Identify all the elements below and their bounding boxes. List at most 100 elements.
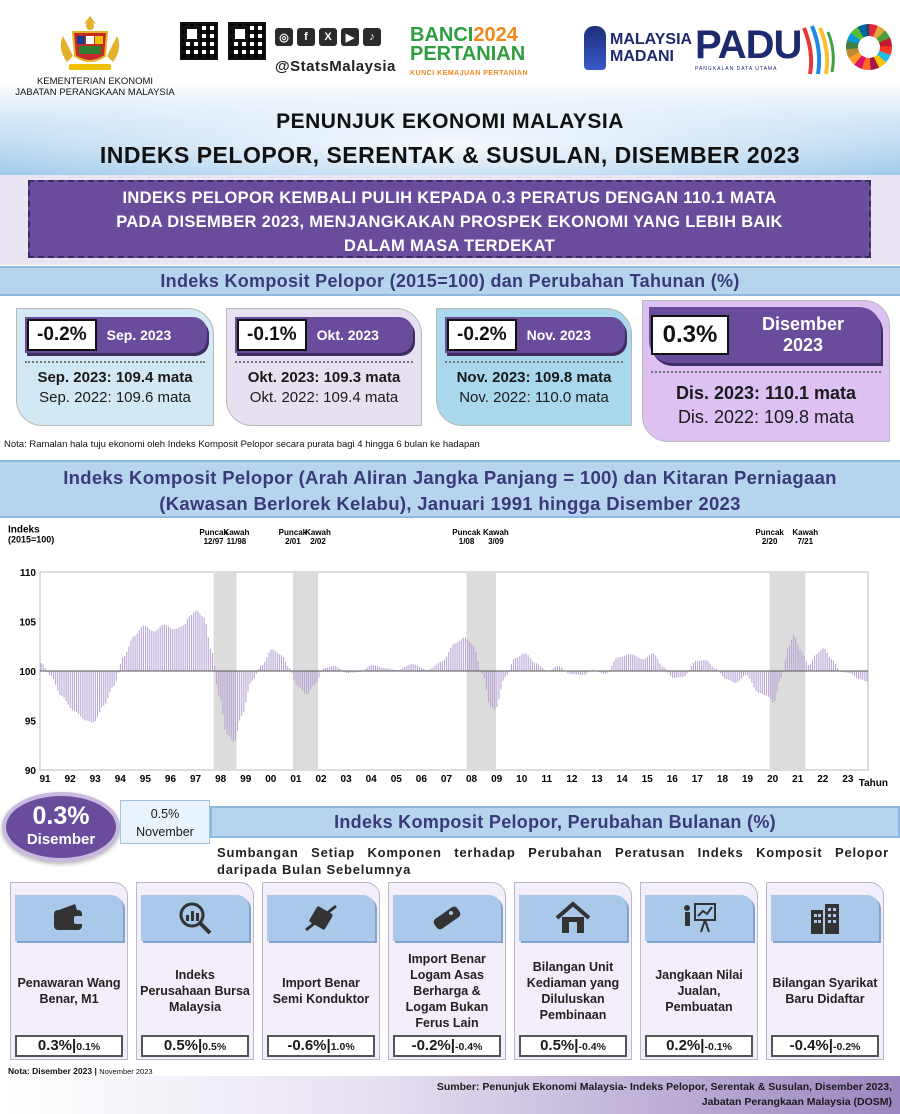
component-dec: 0.2% — [666, 1037, 701, 1054]
component-nov: 0.5% — [202, 1041, 227, 1053]
x-tick-label: 92 — [65, 774, 77, 785]
trough-date: 11/98 — [227, 537, 247, 546]
nov-monthly-change: 0.5% November — [120, 800, 210, 844]
component-dec: 0.5% — [163, 1037, 199, 1054]
trough-label: Kawah — [224, 528, 250, 537]
x-tick-label: 96 — [165, 774, 177, 785]
y-axis-label-line2: (2015=100) — [8, 534, 54, 544]
component-dec: -0.4% — [789, 1037, 829, 1054]
x-tick-label: 03 — [341, 774, 353, 785]
ministry-line1: KEMENTERIAN EKONOMI — [36, 76, 154, 87]
card-current: Nov. 2023: 109.8 mata — [456, 369, 612, 386]
presentation-icon — [684, 903, 716, 933]
nov-monthly-label: November — [136, 825, 194, 839]
component-value: 0.3%|0.1% — [15, 1035, 123, 1057]
component-card: Import Benar Logam Asas Berharga & Logam… — [388, 882, 506, 1060]
forecast-note: Nota: Ramalan hala tuju ekonomi oleh Ind… — [4, 439, 480, 450]
peak-date: 2/01 — [285, 537, 301, 546]
x-tick-label: 18 — [717, 774, 729, 785]
card-previous: Nov. 2022: 110.0 mata — [459, 389, 609, 406]
card-pct: -0.2% — [27, 319, 97, 351]
trough-label: Kawah — [483, 528, 509, 537]
card-month: Sep. 2023 — [106, 327, 172, 343]
x-tick-label: 11 — [542, 774, 553, 785]
component-nov: -0.4% — [578, 1041, 606, 1053]
card-divider — [235, 361, 413, 363]
x-tick-label: 19 — [742, 774, 754, 785]
x-tick-label: 20 — [767, 774, 779, 785]
x-tick-label: 91 — [39, 774, 51, 785]
peak-label: Puncak — [755, 528, 784, 537]
x-tick-label: 06 — [416, 774, 428, 785]
youtube-icon[interactable]: ▶ — [341, 28, 359, 46]
page-title-line2: INDEKS PELOPOR, SERENTAK & SUSULAN, DISE… — [99, 142, 801, 168]
source-line1: Sumber: Penunjuk Ekonomi Malaysia- Indek… — [436, 1081, 892, 1093]
long-chart-title: Indeks Komposit Pelopor (Arah Aliran Jan… — [0, 460, 900, 518]
instagram-icon[interactable]: ◎ — [275, 28, 293, 46]
madani-hand-icon — [584, 26, 606, 70]
component-icon-box — [393, 895, 501, 941]
facebook-icon[interactable]: f — [297, 28, 315, 46]
dec-monthly-change: 0.3% Disember — [2, 792, 120, 862]
headline-line1: INDEKS PELOPOR KEMBALI PULIH KEPADA 0.3 … — [122, 189, 777, 207]
card-previous: Okt. 2022: 109.4 mata — [249, 389, 399, 406]
x-tick-label: 14 — [617, 774, 629, 785]
x-tick-label: 23 — [842, 774, 854, 785]
component-icon-box — [141, 895, 249, 941]
card-divider — [651, 371, 881, 373]
qr-code-2[interactable] — [228, 22, 266, 60]
card-dec-2023: 0.3% Disember 2023 Dis. 2023: 110.1 mata… — [642, 300, 890, 442]
x-tick-label: 02 — [315, 774, 327, 785]
x-tick-label: 12 — [566, 774, 578, 785]
component-name: Jangkaan Nilai Jualan, Pembuatan — [655, 968, 743, 1014]
card-okt-2023: -0.1% Okt. 2023 Okt. 2023: 109.3 mata Ok… — [226, 308, 422, 426]
x-tick-label: 07 — [441, 774, 453, 785]
y-tick-label: 90 — [25, 766, 37, 777]
tiktok-icon[interactable]: ♪ — [363, 28, 381, 46]
trough-date: 3/09 — [488, 537, 504, 546]
component-name: Import Benar Semi Konduktor — [272, 976, 370, 1006]
qr-code-1[interactable] — [180, 22, 218, 60]
ministry-line2: JABATAN PERANGKAAN MALAYSIA — [15, 87, 175, 98]
peak-label: Puncak — [279, 528, 308, 537]
peak-date: 12/97 — [204, 537, 225, 546]
banci-pertanian: PERTANIAN — [410, 43, 526, 65]
building-icon — [811, 904, 839, 934]
x-tick-label: 16 — [667, 774, 679, 785]
banci-word: BANCI — [410, 24, 474, 46]
component-card: Bilangan Unit Kediaman yang Diluluskan P… — [514, 882, 632, 1060]
x-tick-label: 95 — [140, 774, 152, 785]
y-tick-label: 105 — [19, 618, 36, 629]
dec-monthly-label: Disember — [26, 831, 96, 848]
padu-logo: PADU PANGKALAN DATA UTAMA — [695, 24, 802, 72]
headline-line2: PADA DISEMBER 2023, MENJANGKAKAN PROSPEK… — [116, 213, 783, 231]
x-icon[interactable]: X — [319, 28, 337, 46]
component-dec: 0.5% — [540, 1037, 575, 1054]
banci-year: 2024 — [473, 24, 518, 46]
card-tag: -0.1% Okt. 2023 — [235, 317, 413, 353]
peak-label: Puncak — [452, 528, 481, 537]
card-tag: 0.3% Disember 2023 — [649, 307, 881, 363]
component-value: 0.5%|0.5% — [141, 1035, 249, 1057]
monthly-subtitle: Sumbangan Setiap Komponen terhadap Perub… — [217, 845, 889, 877]
social-icons: ◎ f X ▶ ♪ — [275, 28, 381, 46]
jata-negara-logo — [60, 16, 120, 70]
card-current: Okt. 2023: 109.3 mata — [247, 369, 401, 386]
semiconductor-icon — [305, 904, 337, 932]
component-icon-box — [771, 895, 879, 941]
banci-tagline: KUNCI KEMAJUAN PERTANIAN — [410, 70, 529, 77]
card-tag: -0.2% Sep. 2023 — [25, 317, 207, 353]
y-tick-label: 100 — [19, 667, 36, 678]
leading-index-chart: Puncak 12/97 Kawah 11/98 Puncak 2/01 Kawah 2/02… — [0, 520, 900, 790]
source-line2: Jabatan Perangkaan Malaysia (DOSM) — [701, 1096, 892, 1108]
footnote-main: Nota: Disember 2023 — [8, 1066, 93, 1076]
x-tick-label: 15 — [642, 774, 654, 785]
component-dec: -0.2% — [411, 1037, 451, 1054]
peak-date: 2/20 — [762, 537, 778, 546]
peak-date: 1/08 — [459, 537, 475, 546]
card-current: Sep. 2023: 109.4 mata — [37, 369, 193, 386]
x-tick-label: 94 — [115, 774, 127, 785]
x-tick-label: 09 — [491, 774, 503, 785]
ministry-name: KEMENTERIAN EKONOMI JABATAN PERANGKAAN M… — [10, 76, 180, 98]
social-handle[interactable]: @StatsMalaysia — [275, 58, 396, 75]
